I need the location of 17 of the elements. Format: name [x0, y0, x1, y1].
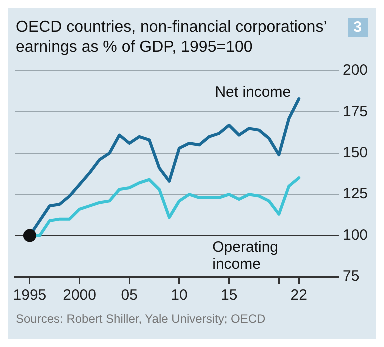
- x-tick-label: 22: [290, 287, 308, 304]
- text: 3: [348, 18, 368, 37]
- y-tick-label: 75: [342, 268, 360, 286]
- y-tick-label: 150: [342, 144, 368, 162]
- series-label: Operating income: [212, 238, 278, 273]
- chart-title: OECD countries, non-financial corporations’ earnings as % of GDP, 1995=100: [16, 18, 328, 58]
- y-tick-label: 200: [342, 62, 368, 80]
- y-tick-label: 125: [342, 186, 368, 203]
- x-tick-label: 2000: [63, 287, 96, 304]
- source-note: Sources: Robert Shiller, Yale University; OECD: [15, 311, 267, 328]
- x-tick-label: 1995: [13, 287, 47, 304]
- x-tick-label: 15: [220, 287, 238, 304]
- series-label: Net income: [215, 84, 292, 102]
- x-tick-label: 05: [121, 287, 138, 304]
- y-tick-label: 175: [342, 103, 368, 120]
- y-tick-label: 100: [342, 226, 368, 244]
- x-tick-label: 10: [171, 287, 188, 304]
